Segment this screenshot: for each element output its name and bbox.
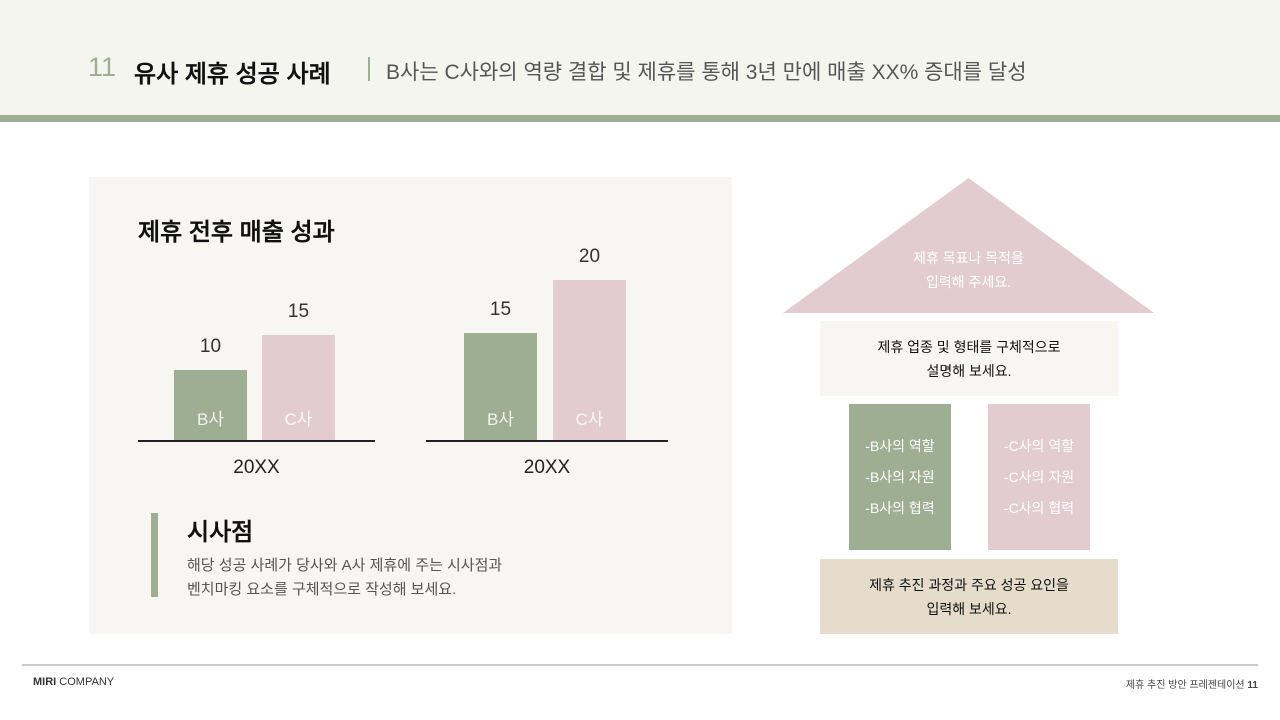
footer-divider — [22, 664, 1258, 666]
base-line: 입력해 보세요. — [926, 600, 1012, 617]
x-axis-line — [426, 440, 668, 442]
footer-brand: MIRI COMPANY — [33, 676, 114, 688]
pillar-item: -C사의 역할 — [1003, 438, 1075, 454]
roof-text: 제휴 목표나 목적을 입력해 주세요. — [783, 246, 1154, 294]
insight-text: 해당 성공 사례가 당사와 A사 제휴에 주는 시사점과 벤치마킹 요소를 구체… — [187, 554, 502, 602]
header-bar — [0, 0, 1280, 115]
bar-category-label: C사 — [575, 410, 604, 429]
bar: B사 — [464, 333, 537, 440]
pillar-b: -B사의 역할 -B사의 자원 -B사의 협력 — [849, 404, 951, 550]
base-line: 제휴 추진 과정과 주요 성공 요인을 — [869, 576, 1069, 593]
page-subtitle: B사는 C사와의 역량 결합 및 제휴를 통해 3년 만에 매출 XX% 증대를… — [386, 61, 1027, 84]
bar-value-label: 10 — [199, 336, 222, 357]
beam-line: 제휴 업종 및 형태를 구체적으로 — [877, 338, 1061, 355]
insight-accent-bar — [151, 513, 158, 597]
x-axis-label: 20XX — [233, 457, 280, 478]
roof-line: 입력해 주세요. — [925, 274, 1012, 290]
bar-value-label: 20 — [578, 246, 601, 267]
x-axis-line — [138, 440, 375, 442]
pillar-item: -B사의 역할 — [865, 438, 935, 454]
page-title: 유사 제휴 성공 사례 — [134, 61, 331, 88]
pillar-item: -B사의 협력 — [865, 500, 935, 516]
chart-title: 제휴 전후 매출 성과 — [138, 219, 335, 246]
bar-category-label: B사 — [487, 409, 514, 429]
header-divider — [0, 115, 1280, 122]
footer-page: 11 — [1247, 680, 1258, 691]
insight-line: 해당 성공 사례가 당사와 A사 제휴에 주는 시사점과 — [187, 557, 503, 574]
bar: C사 — [262, 335, 335, 440]
bar-category-label: C사 — [284, 410, 313, 429]
title-separator — [368, 57, 370, 81]
insight-line: 벤치마킹 요소를 구체적으로 작성해 보세요. — [187, 581, 457, 598]
pillar-item: -B사의 자원 — [865, 469, 935, 485]
footer-right: 제휴 추진 방안 프레젠테이션 11 — [1126, 676, 1258, 691]
bar-value-label: 15 — [489, 299, 512, 321]
brand-name: COMPANY — [59, 676, 115, 688]
brand-bold: MIRI — [33, 676, 57, 688]
bar-category-label: B사 — [197, 410, 224, 429]
insight-title: 시사점 — [187, 519, 254, 546]
slide-number: 11 — [88, 52, 117, 82]
bar: C사 — [553, 280, 626, 440]
roof-line: 제휴 목표나 목적을 — [913, 250, 1024, 266]
house-roof — [783, 178, 1154, 313]
bar: B사 — [174, 370, 247, 440]
footer-title: 제휴 추진 방안 프레젠테이션 — [1125, 680, 1245, 691]
pillar-c: -C사의 역할 -C사의 자원 -C사의 협력 — [988, 404, 1090, 550]
bar-value-label: 15 — [287, 301, 310, 322]
pillar-item: -C사의 자원 — [1003, 469, 1075, 485]
pillar-item: -C사의 협력 — [1003, 500, 1075, 516]
beam-line: 설명해 보세요. — [926, 362, 1012, 379]
x-axis-label: 20XX — [523, 457, 571, 478]
